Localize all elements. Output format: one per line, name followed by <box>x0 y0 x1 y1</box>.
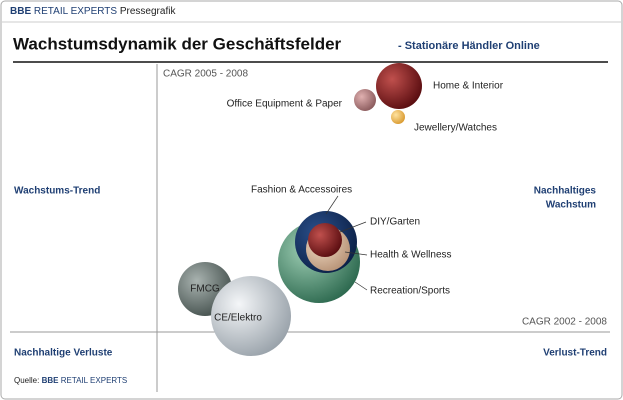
subtitle: - Stationäre Händler Online <box>398 40 540 52</box>
title: Wachstumsdynamik der Geschäftsfelder <box>13 34 342 53</box>
leader-line <box>325 195 339 215</box>
y-axis-label: CAGR 2005 - 2008 <box>163 69 248 80</box>
bubble-label: Home & Interior <box>433 81 504 92</box>
leader-line <box>339 221 367 233</box>
quadrant-label: Verlust-Trend <box>543 348 607 359</box>
bubble-label: Office Equipment & Paper <box>227 99 343 110</box>
quadrant-label: Wachstum <box>546 200 596 211</box>
leader-line <box>344 251 368 256</box>
bubble-label: FMCG <box>190 284 220 295</box>
bubble-label: CE/Elektro <box>214 313 262 324</box>
quadrant-label: Nachhaltiges <box>534 186 597 197</box>
quadrant-label: Nachhaltige Verluste <box>14 348 113 359</box>
quadrant-label: Wachstums-Trend <box>14 186 100 197</box>
bubble <box>391 110 405 124</box>
bubble <box>376 63 422 109</box>
bubble <box>308 223 342 257</box>
header-tag: BBE RETAIL EXPERTS Pressegrafik <box>10 6 176 17</box>
bubble <box>354 89 376 111</box>
bubble-label: Health & Wellness <box>370 250 452 261</box>
bubble-label: DIY/Garten <box>370 217 420 228</box>
source: Quelle: BBE RETAIL EXPERTS <box>14 376 127 385</box>
bubble-label: Recreation/Sports <box>370 286 450 297</box>
bubble-label: Jewellery/Watches <box>414 123 497 134</box>
bubble-label: Fashion & Accessoires <box>251 185 352 196</box>
bubble <box>211 276 291 356</box>
x-axis-label: CAGR 2002 - 2008 <box>522 317 607 328</box>
leader-line <box>354 281 368 291</box>
